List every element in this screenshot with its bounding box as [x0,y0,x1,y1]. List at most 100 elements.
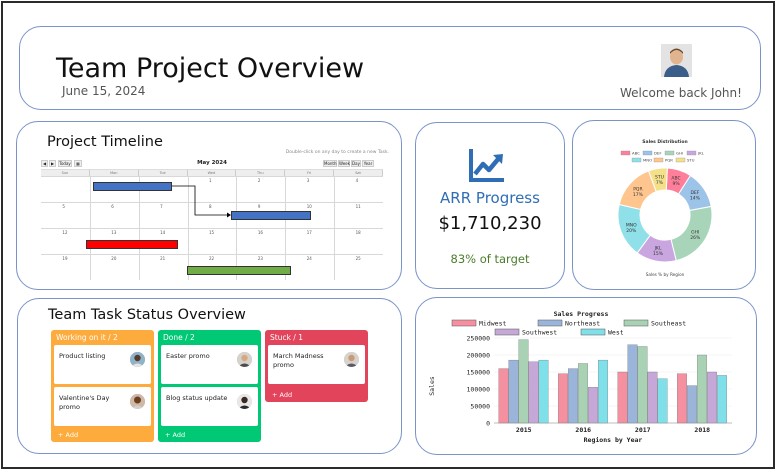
day-number[interactable]: 25 [355,256,361,261]
view-week-button[interactable]: Week [338,160,350,167]
sales-progress-card: Sales Progress Midwest Northeast Southeast S… [415,297,757,455]
day-number[interactable]: 6 [111,204,114,209]
assignee-avatar[interactable] [344,352,359,367]
day-number[interactable]: 11 [355,204,361,209]
day-number[interactable]: 21 [160,256,166,261]
day-number[interactable]: 22 [209,256,215,261]
legend-swatch [653,157,664,163]
add-task-button[interactable]: + Add [165,431,186,439]
legend-swatch [580,328,606,336]
bar-northeast [568,368,578,424]
task-card[interactable]: Easter promo [161,345,258,384]
add-task-button[interactable]: + Add [272,391,293,399]
day-number[interactable]: 5 [62,204,65,209]
assignee-avatar[interactable] [237,394,252,409]
day-number[interactable]: 4 [355,178,359,183]
legend-swatch [494,328,520,336]
assignee-avatar[interactable] [130,394,145,409]
day-number[interactable]: 10 [306,204,312,209]
page-title: Team Project Overview [56,53,365,84]
day-number[interactable]: 15 [209,230,215,235]
task-card[interactable]: Valentine's Day promo [54,387,151,426]
day-number[interactable]: 20 [111,256,117,261]
day-header: Sun [41,170,90,176]
y-tick-label: 50000 [470,402,490,410]
day-number[interactable]: 16 [257,230,263,235]
slice-value: 17% [633,192,644,198]
today-button[interactable]: Today [58,160,72,167]
bar-southwest [528,361,539,424]
person-photo-icon [237,394,252,409]
legend-label: JKL [697,151,705,156]
calendar-picker-button[interactable]: ▦ [74,160,82,167]
slice-value: 20% [626,228,637,234]
column-done: Done / 2 Easter promo Blog status update… [158,330,261,442]
legend-label: West [608,329,624,337]
bar-southwest [647,371,658,424]
bar-northeast [687,385,697,424]
arr-target: 83% of target [450,252,530,266]
y-tick-label: 100000 [467,385,491,393]
legend-label: PQR [665,158,673,163]
day-header: Tue [138,170,188,176]
day-number[interactable]: 19 [62,256,68,261]
legend-label: GHI [676,151,683,156]
timeline-title: Project Timeline [47,134,163,150]
next-month-button[interactable]: ▶ [49,160,56,167]
task-bar[interactable] [86,240,178,249]
bar-west [717,375,727,424]
slice-label: MNO [626,223,637,229]
slice-value: 26% [690,235,701,241]
grid-line [41,254,383,255]
y-axis-label: Sales [428,376,436,396]
legend-swatch [664,150,675,156]
task-title: March Madness promo [273,352,324,369]
add-task-button[interactable]: + Add [58,431,79,439]
day-number[interactable]: 9 [257,204,261,209]
assignee-avatar[interactable] [237,352,252,367]
calendar-grid[interactable]: Sun Mon Tue Wed Thu Fri Sat 1 2 3 4 5 6 7 8 9 10 11 12 13 14… [41,170,383,289]
task-bar[interactable] [231,211,311,220]
bar-midwest [617,371,628,424]
day-number[interactable]: 13 [111,230,117,235]
column-header[interactable]: Done / 2 [163,333,195,342]
bar-northeast [627,344,638,424]
column-header[interactable]: Stuck / 1 [270,333,303,342]
day-number[interactable]: 1 [209,178,212,183]
bar-southwest [707,371,717,424]
arr-label: ARR Progress [440,189,540,207]
task-card[interactable]: Blog status update [161,387,258,426]
view-year-button[interactable]: Year [362,160,374,167]
dependency-arrow [172,185,231,218]
task-card[interactable]: Product listing [54,345,151,384]
day-number[interactable]: 14 [160,230,166,235]
bar-southeast [637,346,648,424]
day-number[interactable]: 3 [306,178,310,183]
column-header[interactable]: Working on it / 2 [56,333,118,342]
day-number[interactable]: 24 [306,256,312,261]
day-number[interactable]: 23 [257,256,263,261]
day-number[interactable]: 18 [355,230,361,235]
task-bar[interactable] [187,266,291,275]
legend-swatch [631,157,642,163]
prev-month-button[interactable]: ◀ [41,160,48,167]
day-number[interactable]: 17 [306,230,312,235]
user-avatar[interactable] [661,44,692,77]
page-date: June 15, 2024 [62,84,146,98]
assignee-avatar[interactable] [130,352,145,367]
bar-southeast [697,354,707,424]
bar-northeast [508,359,519,424]
day-number[interactable]: 2 [257,178,261,183]
day-number[interactable]: 7 [160,204,163,209]
chart-title: Sales Progress [554,310,609,318]
header-card: Team Project Overview June 15, 2024 Welc… [19,26,761,110]
view-day-button[interactable]: Day [351,160,361,167]
task-card[interactable]: March Madness promo [268,345,365,384]
view-month-button[interactable]: Month [323,160,337,167]
x-axis-label: Regions by Year [584,436,643,444]
legend-label: Midwest [479,320,506,328]
day-number[interactable]: 8 [209,204,212,209]
task-bar[interactable] [93,182,172,191]
chart-subtitle: Sales % by Region [646,272,685,277]
day-number[interactable]: 12 [62,230,68,235]
